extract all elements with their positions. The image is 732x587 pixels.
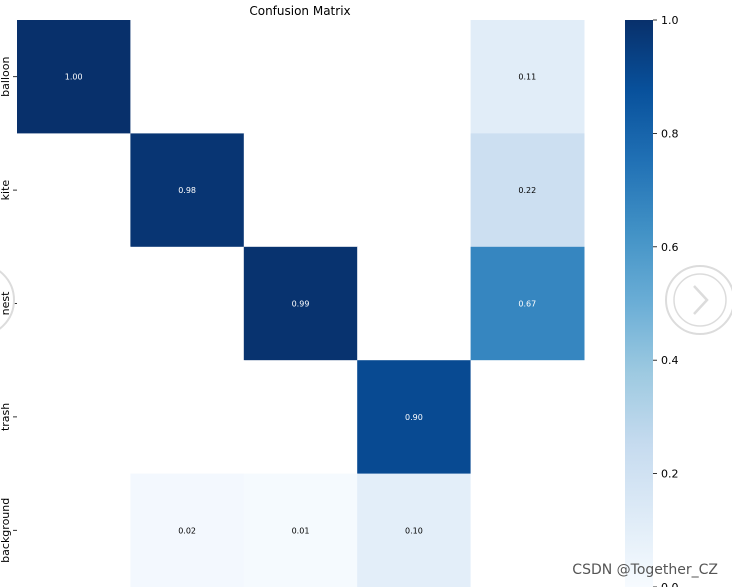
heatmap-cell-r1-c1	[130, 133, 245, 248]
heatmap-value-label-r4-c2: 0.01	[292, 526, 310, 535]
row-label-background: background	[0, 498, 12, 563]
carousel-next-arrow[interactable]	[665, 265, 732, 335]
heatmap-value-label-r2-c2: 0.99	[292, 300, 310, 309]
row-label-trash: trash	[0, 403, 12, 431]
colorbar-tick-label-4: 0.8	[661, 127, 679, 140]
colorbar-tick-label-2: 0.4	[661, 354, 679, 367]
heatmap-value-label-r3-c3: 0.90	[405, 413, 423, 422]
heatmap-value-label-r4-c3: 0.10	[405, 526, 423, 535]
carousel-next-inner-circle-icon	[673, 273, 727, 327]
heatmap-cell-r4-c3	[357, 473, 472, 587]
heatmap-cell-r4-c0	[17, 473, 131, 587]
row-label-kite: kite	[0, 180, 12, 201]
heatmap-cell-r1-c4	[470, 133, 585, 248]
heatmap-cell-r3-c4	[470, 360, 585, 475]
heatmap-cell-r0-c2	[243, 20, 358, 134]
heatmap-value-label-r0-c4: 0.11	[518, 73, 536, 82]
colorbar-tick-label-5: 1.0	[661, 14, 679, 27]
heatmap-value-label-r0-c0: 1.00	[65, 73, 83, 82]
heatmap-cell-r3-c3	[357, 360, 472, 475]
chevron-right-icon	[693, 285, 709, 315]
watermark-text: CSDN @Together_CZ	[572, 562, 718, 578]
heatmap-cell-r4-c2	[243, 473, 358, 587]
heatmap-cell-r4-c1	[130, 473, 245, 587]
heatmap-grid: 1.00 0.11 0.98 0.22 0.99 0.67 0.90 0.02 0.01 0.10	[17, 20, 585, 587]
heatmap-cell-r1-c3	[357, 133, 472, 248]
heatmap-cell-r3-c2	[243, 360, 358, 475]
row-label-nest: nest	[0, 291, 12, 315]
heatmap-value-label-r2-c4: 0.67	[518, 300, 536, 309]
heatmap-cell-r1-c0	[17, 133, 131, 248]
colorbar: 0.0 0.2 0.4 0.6 0.8 1.0	[625, 14, 679, 587]
colorbar-bar	[625, 20, 653, 587]
heatmap-cell-r3-c1	[130, 360, 245, 475]
heatmap-cell-r2-c2	[243, 246, 358, 361]
heatmap-value-label-r1-c4: 0.22	[518, 186, 536, 195]
heatmap-cell-r0-c1	[130, 20, 245, 134]
heatmap-cell-r0-c4	[470, 20, 585, 134]
heatmap-cell-r4-c4	[470, 473, 585, 587]
heatmap-cell-r2-c1	[130, 246, 245, 361]
heatmap-cell-r0-c3	[357, 20, 472, 134]
heatmap-cell-r1-c2	[243, 133, 358, 248]
carousel-prev-circle-icon	[0, 270, 15, 330]
row-label-balloon: balloon	[0, 57, 12, 97]
chart-title: Confusion Matrix	[249, 4, 350, 18]
carousel-next-circle-icon	[665, 265, 732, 335]
colorbar-tick-label-3: 0.6	[661, 241, 679, 254]
colorbar-tick-label-0: 0.0	[661, 581, 679, 587]
heatmap-cell-r2-c4	[470, 246, 585, 361]
heatmap-value-label-r1-c1: 0.98	[178, 186, 196, 195]
heatmap-cell-r2-c3	[357, 246, 472, 361]
heatmap-cell-r2-c0	[17, 246, 131, 361]
colorbar-ticks: 0.0 0.2 0.4 0.6 0.8 1.0	[653, 14, 679, 587]
heatmap-cell-r0-c0	[17, 20, 131, 134]
colorbar-tick-label-1: 0.2	[661, 468, 679, 481]
carousel-prev-arrow[interactable]	[0, 264, 15, 336]
heatmap-value-label-r4-c1: 0.02	[178, 526, 196, 535]
heatmap-cell-r3-c0	[17, 360, 131, 475]
row-labels: balloon kite nest trash background	[0, 57, 17, 563]
